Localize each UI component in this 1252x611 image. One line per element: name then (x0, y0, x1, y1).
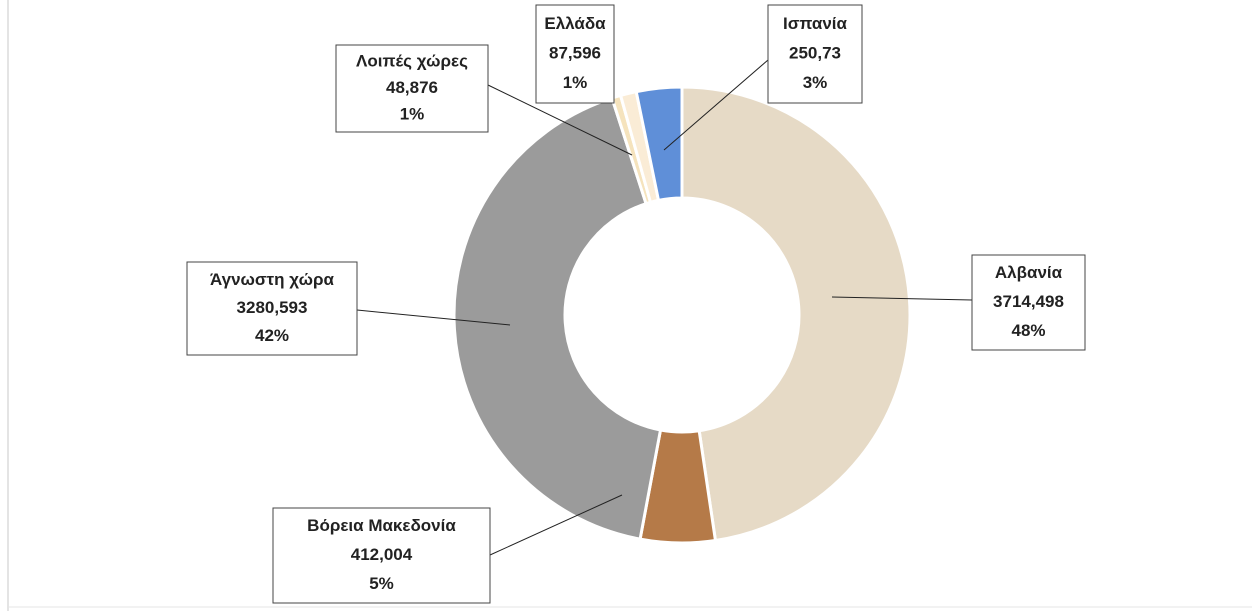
value-label: 3280,593 (237, 298, 308, 317)
donut-slice (680, 85, 912, 543)
label-box (767, 4, 863, 104)
value-label: 3714,498 (993, 292, 1064, 311)
leader-line (487, 84, 633, 156)
category-label: Ελλάδα (544, 14, 606, 33)
percent-label: 48% (1011, 321, 1045, 340)
leader-line (831, 296, 973, 301)
label-box (186, 261, 358, 356)
percent-label: 3% (803, 73, 828, 92)
category-label: Λοιπές χώρες (356, 52, 468, 71)
percent-label: 1% (400, 104, 425, 123)
leader-line (489, 494, 623, 556)
value-label: 48,876 (386, 78, 438, 97)
percent-label: 5% (369, 574, 394, 593)
value-label: 87,596 (549, 43, 601, 62)
category-label: Άγνωστη χώρα (210, 270, 335, 289)
category-label: Ισπανία (783, 14, 848, 33)
category-label: Βόρεια Μακεδονία (307, 516, 456, 535)
value-label: 412,004 (351, 545, 413, 564)
donut-slice (634, 85, 684, 203)
value-label: 250,73 (789, 43, 841, 62)
donut-slice (452, 96, 663, 541)
percent-label: 1% (563, 73, 588, 92)
label-box (971, 254, 1086, 351)
label-box (335, 44, 489, 133)
percent-label: 42% (255, 326, 289, 345)
label-box (535, 4, 615, 104)
category-label: Αλβανία (995, 263, 1063, 282)
label-box (272, 507, 491, 604)
leader-line (356, 309, 511, 326)
leader-line (663, 59, 769, 151)
